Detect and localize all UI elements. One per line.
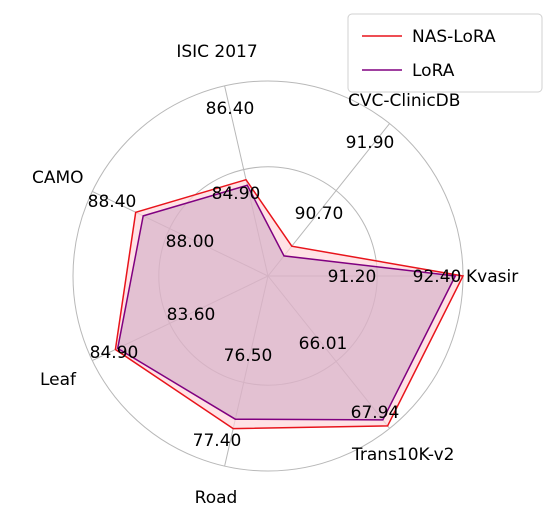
axis-label-camo: CAMO <box>32 168 84 188</box>
value-label-lora-road: 76.50 <box>224 346 273 366</box>
value-label-nas-lora-leaf: 84.90 <box>90 343 139 363</box>
value-label-nas-lora-road: 77.40 <box>193 431 242 451</box>
legend-label-nas-lora: NAS-LoRA <box>412 27 496 47</box>
value-label-nas-lora-cvc-clinicdb: 91.90 <box>346 133 395 153</box>
value-label-lora-isic-2017: 84.90 <box>212 184 261 204</box>
series-area-lora <box>116 184 457 421</box>
value-label-lora-cvc-clinicdb: 90.70 <box>295 204 344 224</box>
axis-label-isic-2017: ISIC 2017 <box>176 42 257 62</box>
axis-label-leaf: Leaf <box>40 370 77 390</box>
legend: NAS-LoRA LoRA <box>347 13 543 93</box>
axis-label-kvasir: Kvasir <box>466 267 518 287</box>
value-label-nas-lora-camo: 88.40 <box>88 192 137 212</box>
value-label-nas-lora-trans10k-v2: 67.94 <box>351 403 400 423</box>
axis-label-road: Road <box>195 488 238 508</box>
label-layer: Kvasir Trans10K-v2 Road Leaf CAMO ISIC 2017 CV… <box>32 42 518 508</box>
axis-label-trans10k-v2: Trans10K-v2 <box>351 445 454 465</box>
series-area-nas-lora <box>114 178 465 430</box>
value-label-lora-kvasir: 91.20 <box>328 267 377 287</box>
value-label-lora-trans10k-v2: 66.01 <box>299 334 348 354</box>
value-label-lora-leaf: 83.60 <box>167 305 216 325</box>
value-label-nas-lora-kvasir: 92.40 <box>413 267 462 287</box>
series-layer <box>114 178 465 430</box>
axis-label-cvc-clinicdb: CVC-ClinicDB <box>348 91 460 111</box>
legend-label-lora: LoRA <box>412 61 455 81</box>
value-label-nas-lora-isic-2017: 86.40 <box>206 99 255 119</box>
legend-box <box>347 13 543 93</box>
value-label-lora-camo: 88.00 <box>166 232 215 252</box>
